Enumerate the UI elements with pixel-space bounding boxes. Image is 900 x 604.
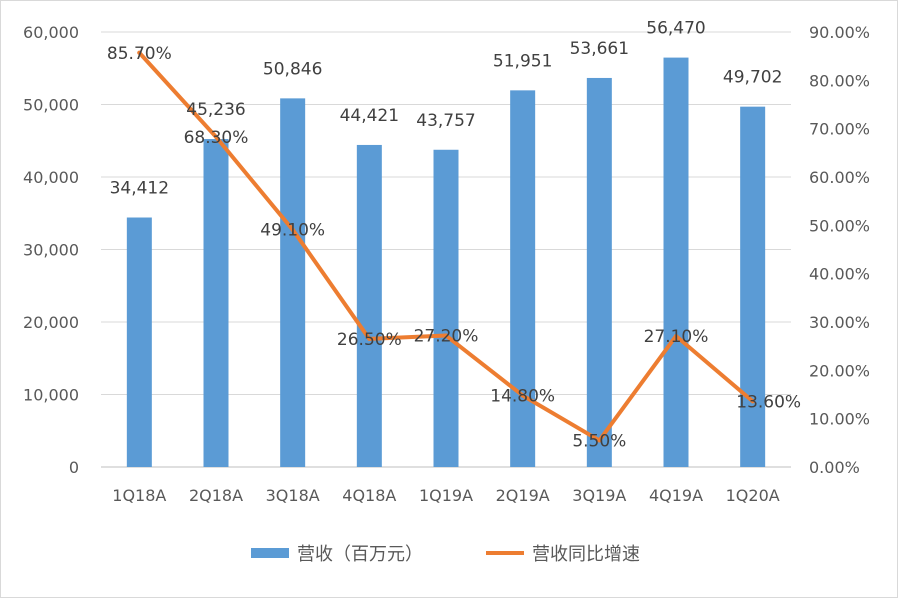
right-axis-tick-label: 50.00% [809, 216, 870, 235]
x-axis-tick-label: 3Q18A [266, 486, 320, 505]
growth-data-label: 68.30% [184, 128, 249, 148]
growth-point [674, 334, 678, 339]
right-axis-tick-label: 90.00% [809, 23, 870, 42]
x-axis-tick-label: 1Q18A [112, 486, 166, 505]
revenue-data-label: 50,846 [263, 59, 322, 79]
right-axis-tick-label: 30.00% [809, 313, 870, 332]
revenue-bar [586, 77, 612, 467]
revenue-data-label: 43,757 [416, 111, 475, 131]
revenue-data-label: 56,470 [646, 19, 705, 39]
growth-point [597, 438, 602, 443]
growth-data-label: 85.70% [107, 44, 172, 64]
growth-data-label: 13.60% [736, 392, 801, 412]
x-axis-tick-label: 4Q19A [649, 486, 703, 505]
growth-data-label: 26.50% [337, 330, 402, 350]
growth-point [520, 393, 525, 398]
legend: 营收（百万元） 营收同比增速 [251, 544, 640, 565]
left-axis-tick-label: 50,000 [23, 96, 79, 115]
growth-data-labels: 85.70% 68.30% 49.10% 26.50% 27.20% 14.80% 5.50… [107, 44, 801, 452]
x-axis-tick-label: 3Q19A [572, 486, 626, 505]
growth-point [290, 227, 295, 232]
right-axis-tick-label: 10.00% [809, 410, 870, 429]
revenue-data-label: 44,421 [340, 106, 399, 126]
revenue-data-label: 34,412 [110, 179, 169, 199]
legend-label-revenue: 营收（百万元） [297, 544, 423, 565]
right-axis-ticks: 0.00% 10.00% 20.00% 30.00% 40.00% 50.00% 60.00… [809, 23, 870, 477]
left-axis-tick-label: 10,000 [23, 386, 79, 405]
growth-data-label: 14.80% [490, 386, 555, 406]
growth-data-label: 27.20% [414, 327, 479, 347]
growth-data-label: 5.50% [572, 431, 626, 451]
left-axis-tick-label: 40,000 [23, 168, 79, 187]
revenue-bar [126, 217, 152, 467]
right-axis-tick-label: 0.00% [809, 458, 860, 477]
revenue-data-label: 45,236 [186, 100, 245, 120]
revenue-bar [663, 57, 689, 467]
growth-point [137, 50, 142, 55]
growth-data-label: 49.10% [260, 221, 325, 241]
revenue-data-label: 49,702 [723, 68, 782, 88]
left-axis-tick-label: 20,000 [23, 313, 79, 332]
right-axis-tick-label: 80.00% [809, 71, 870, 90]
revenue-bars [126, 57, 766, 468]
growth-point [750, 399, 755, 404]
growth-data-label: 27.10% [644, 327, 709, 347]
x-axis-tick-label: 2Q18A [189, 486, 243, 505]
revenue-bar [510, 90, 536, 467]
revenue-data-label: 51,951 [493, 51, 552, 71]
left-axis-tick-label: 30,000 [23, 241, 79, 260]
x-axis-tick-label: 1Q19A [419, 486, 473, 505]
x-axis-tick-label: 2Q19A [496, 486, 550, 505]
growth-point [367, 336, 372, 341]
right-axis-tick-label: 60.00% [809, 168, 870, 187]
revenue-bar [356, 144, 382, 467]
legend-swatch-revenue [251, 548, 289, 558]
left-axis-tick-label: 60,000 [23, 23, 79, 42]
right-axis-tick-label: 20.00% [809, 361, 870, 380]
x-axis-tick-label: 1Q20A [726, 486, 780, 505]
revenue-bar [740, 106, 766, 468]
left-axis-tick-label: 0 [69, 458, 79, 477]
growth-line-group [137, 50, 755, 443]
revenue-bar [203, 139, 229, 467]
revenue-data-label: 53,661 [570, 39, 629, 59]
revenue-bar [433, 149, 459, 467]
revenue-bar [280, 98, 306, 467]
growth-point [214, 134, 218, 139]
x-axis-ticks: 1Q18A 2Q18A 3Q18A 4Q18A 1Q19A 2Q19A 3Q19A 4Q19A… [112, 486, 779, 505]
legend-label-growth: 营收同比增速 [532, 544, 640, 565]
left-axis-ticks: 0 10,000 20,000 30,000 40,000 50,000 60,000 [23, 23, 79, 477]
growth-point [444, 333, 448, 338]
revenue-data-labels: 34,412 45,236 50,846 44,421 43,757 51,951 53,6… [110, 19, 783, 199]
x-axis-tick-label: 4Q18A [342, 486, 396, 505]
right-axis-tick-label: 40.00% [809, 265, 870, 284]
right-axis-tick-label: 70.00% [809, 120, 870, 139]
